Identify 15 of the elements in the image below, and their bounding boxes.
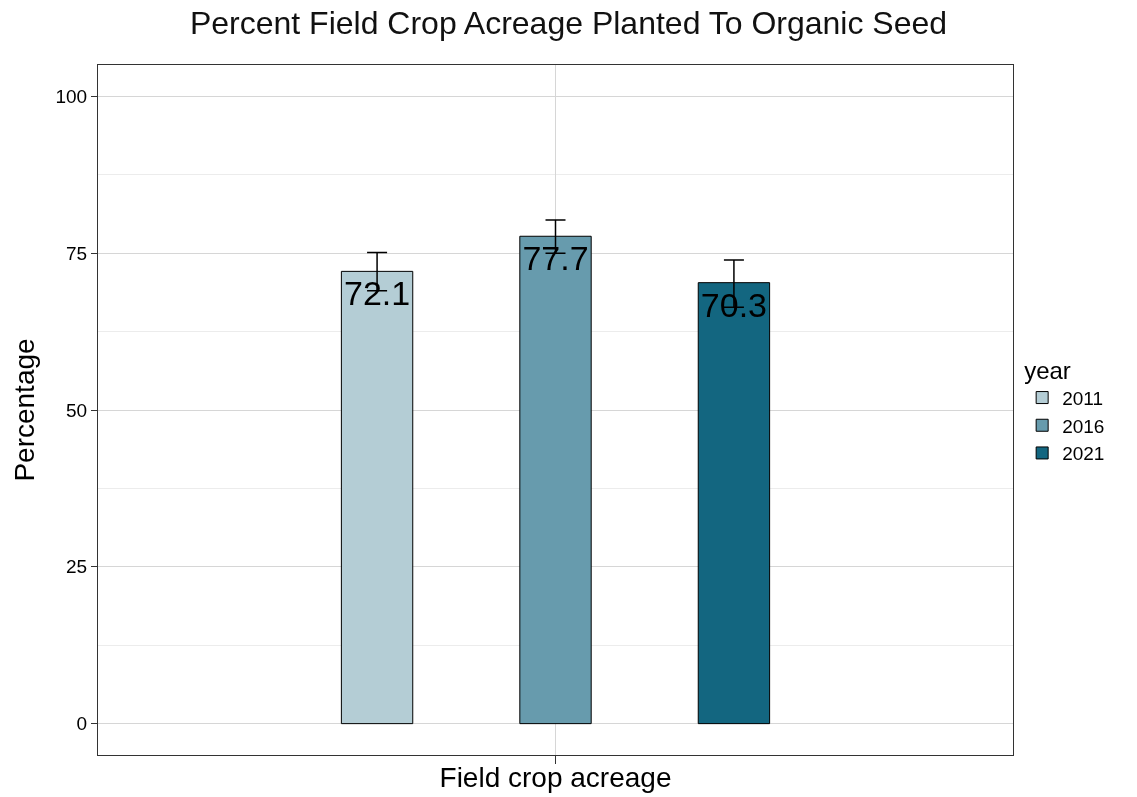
y-tick-label: 75 (65, 242, 88, 264)
y-tick-label: 25 (65, 556, 88, 578)
y-axis-title: Percentage (9, 338, 41, 482)
legend-label: 2011 (1062, 387, 1104, 409)
legend-label: 2016 (1062, 415, 1105, 437)
legend-title: year (1024, 356, 1071, 384)
y-tick-label: 50 (65, 399, 88, 421)
x-axis-title: Field crop acreage (439, 762, 672, 794)
y-tick-label: 100 (55, 86, 88, 108)
data-label: 77.7 (522, 239, 589, 278)
chart-title: Percent Field Crop Acreage Planted To Organic Seed (189, 5, 948, 42)
legend-label: 2021 (1062, 443, 1105, 465)
y-tick-label: 0 (76, 713, 88, 735)
data-label: 72.1 (343, 274, 411, 313)
data-label: 70.3 (700, 285, 768, 324)
